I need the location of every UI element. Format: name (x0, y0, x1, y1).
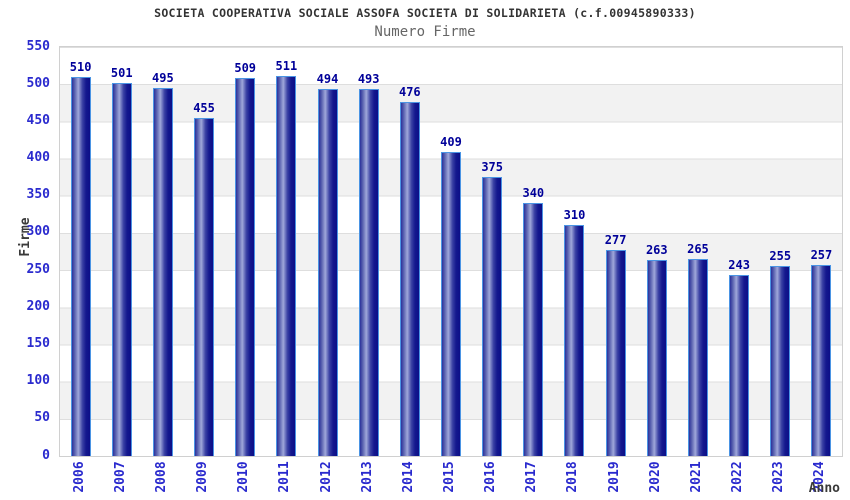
x-tick-label: 2008 (153, 461, 169, 493)
y-tick-label: 50 (34, 410, 50, 426)
chart-subtitle: Numero Firme (374, 24, 476, 40)
y-tick-label: 450 (26, 112, 50, 128)
x-axis-title: Anno (808, 481, 840, 496)
y-tick-label: 350 (26, 187, 50, 203)
x-tick-label: 2020 (647, 461, 663, 493)
y-tick-label: 0 (42, 447, 50, 463)
bar-value-label: 511 (275, 59, 298, 74)
x-tick-label: 2011 (277, 461, 293, 493)
x-tick-label: 2014 (400, 461, 416, 493)
x-tick-label: 2007 (112, 461, 128, 493)
bar (235, 77, 256, 456)
y-tick-label: 500 (26, 75, 50, 91)
bar-value-label: 409 (440, 134, 462, 149)
bar (687, 258, 708, 456)
bar-value-label: 243 (728, 258, 750, 273)
x-tick-label: 2019 (606, 461, 622, 493)
bar-value-label: 501 (110, 66, 133, 81)
bar-value-label: 375 (481, 160, 503, 175)
bar (646, 260, 667, 456)
bar (482, 177, 503, 456)
bar (276, 76, 297, 456)
x-tick-label: 2015 (442, 461, 457, 493)
y-tick-label: 100 (26, 373, 50, 389)
bar (399, 102, 420, 456)
bar-value-label: 493 (357, 72, 380, 87)
bar (523, 203, 544, 456)
bar-value-label: 255 (769, 249, 792, 264)
x-tick-label: 2016 (483, 461, 499, 493)
bar (70, 76, 91, 456)
bar-value-label: 476 (398, 85, 421, 100)
bar (441, 151, 461, 456)
bar-value-label: 263 (645, 243, 668, 258)
bar (358, 89, 379, 456)
x-tick-label: 2012 (318, 461, 334, 493)
bar-value-label: 509 (234, 60, 257, 75)
bar (564, 225, 585, 456)
bar (729, 275, 750, 456)
x-tick-label: 2021 (688, 461, 704, 493)
plot-area: 510 501 495 455 509 511 494 493 476 409 375 340 310 2… (59, 46, 843, 457)
bar (111, 83, 132, 456)
y-tick-label: 550 (26, 38, 50, 54)
x-tick-label: 2023 (771, 461, 787, 493)
bar (605, 250, 626, 456)
y-tick-label: 150 (26, 335, 50, 351)
y-tick-label: 300 (26, 224, 50, 240)
x-tick-label: 2018 (565, 461, 581, 493)
bar-value-label: 310 (563, 208, 586, 223)
bar (770, 266, 791, 456)
chart-title: SOCIETA COOPERATIVA SOCIALE ASSOFA SOCIE… (154, 6, 696, 20)
bar-value-label: 340 (522, 186, 545, 201)
bar-value-label: 510 (69, 59, 92, 74)
x-tick-label: 2017 (524, 461, 540, 493)
bar (317, 88, 338, 456)
bar-value-label: 495 (152, 70, 174, 85)
bar-value-label: 277 (604, 233, 627, 248)
bar-value-label: 265 (687, 241, 709, 256)
bar (194, 117, 215, 456)
x-tick-label: 2022 (730, 461, 746, 493)
bar-value-label: 257 (810, 247, 833, 262)
bar (152, 87, 173, 456)
x-tick-label: 2010 (236, 461, 252, 493)
bar-value-label: 494 (316, 71, 339, 86)
x-tick-label: 2006 (71, 461, 87, 493)
x-tick-label: 2013 (359, 461, 375, 493)
y-tick-label: 250 (26, 261, 50, 277)
y-tick-label: 200 (26, 298, 50, 314)
bar-value-label: 455 (193, 100, 215, 115)
bar (811, 264, 832, 456)
x-tick-label: 2009 (195, 461, 211, 493)
y-tick-label: 400 (26, 150, 50, 166)
